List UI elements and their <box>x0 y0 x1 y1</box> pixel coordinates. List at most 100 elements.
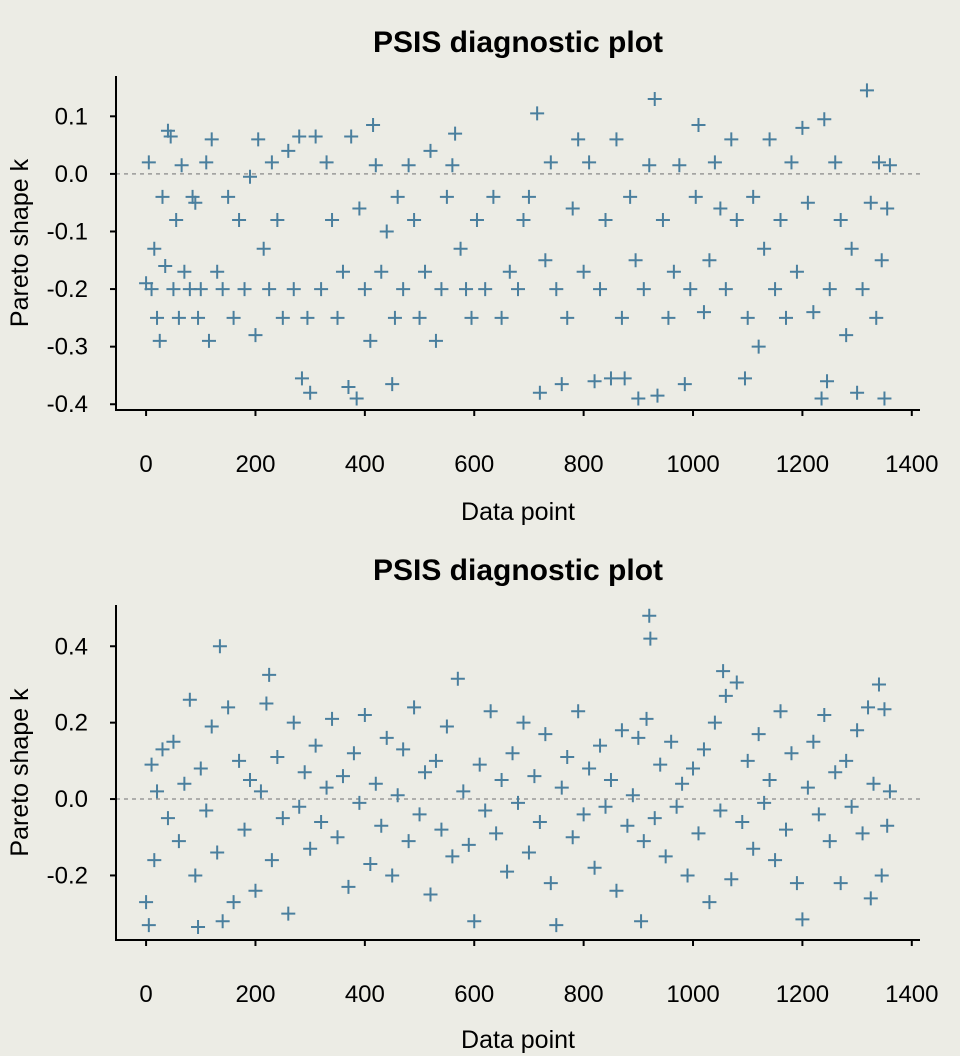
data-point <box>850 385 865 400</box>
data-point <box>532 814 547 829</box>
data-point <box>779 822 793 837</box>
data-point <box>549 282 564 297</box>
data-point <box>204 132 219 147</box>
data-point <box>855 826 870 841</box>
data-point <box>174 158 189 173</box>
data-point <box>593 282 608 297</box>
data-point <box>680 868 695 883</box>
data-point <box>688 189 703 204</box>
x-axis-label: Data point <box>461 1026 575 1054</box>
data-point <box>478 803 493 818</box>
data-point <box>625 788 640 803</box>
data-point <box>303 385 318 400</box>
y-axis-label: Pareto shape k <box>6 688 34 857</box>
data-point <box>724 132 739 147</box>
data-point <box>768 853 783 868</box>
data-point <box>859 83 874 98</box>
data-point <box>822 834 837 849</box>
data-point <box>221 189 236 204</box>
data-point <box>434 282 449 297</box>
data-point <box>502 264 517 279</box>
data-point <box>658 849 673 864</box>
data-point <box>691 117 706 132</box>
data-point <box>716 664 731 679</box>
data-point <box>199 803 214 818</box>
data-point <box>647 811 662 826</box>
data-point <box>459 282 474 297</box>
data-point <box>664 734 679 749</box>
data-point <box>511 795 525 810</box>
data-point <box>746 189 761 204</box>
data-point <box>275 811 290 826</box>
data-point <box>532 385 547 400</box>
data-point <box>308 738 323 753</box>
data-point <box>549 918 564 933</box>
data-point <box>407 212 422 227</box>
data-point <box>762 132 777 147</box>
data-point <box>844 799 859 814</box>
data-point <box>683 282 698 297</box>
data-point <box>855 282 870 297</box>
data-point <box>628 253 643 268</box>
data-point <box>155 189 170 204</box>
data-point <box>297 765 312 780</box>
data-point <box>800 195 815 210</box>
data-point <box>565 201 580 216</box>
data-point <box>191 310 206 325</box>
x-tick-label: 200 <box>235 981 275 1008</box>
data-point <box>666 264 681 279</box>
y-tick-label: -0.2 <box>47 862 88 889</box>
x-tick-label: 1200 <box>776 981 829 1008</box>
x-tick-label: 1200 <box>776 451 829 478</box>
data-point <box>286 282 301 297</box>
data-point <box>869 310 884 325</box>
data-point <box>319 780 334 795</box>
data-point <box>357 708 372 723</box>
data-point <box>516 212 531 227</box>
data-point <box>147 853 162 868</box>
y-tick-label: 0.0 <box>55 161 88 188</box>
scatter-points <box>139 608 897 935</box>
data-point <box>839 753 854 768</box>
data-point <box>390 189 405 204</box>
data-point <box>428 753 443 768</box>
plot-2: PSIS diagnostic plot 0.4 0.2 0.0 -0.2 0 200 400… <box>6 554 938 1054</box>
data-point <box>177 776 192 791</box>
data-point <box>500 864 515 879</box>
data-point <box>560 310 575 325</box>
x-tick-label: 1000 <box>666 451 719 478</box>
data-point <box>221 700 236 715</box>
data-point <box>374 264 389 279</box>
data-point <box>833 876 848 891</box>
x-tick-label: 1400 <box>885 981 938 1008</box>
x-tick-label: 200 <box>235 451 275 478</box>
data-point <box>226 895 241 910</box>
x-tick-label: 600 <box>454 981 494 1008</box>
data-point <box>464 310 479 325</box>
data-point <box>396 282 411 297</box>
data-point <box>871 677 886 692</box>
data-point <box>379 224 394 239</box>
data-point <box>603 772 618 787</box>
data-point <box>554 377 569 392</box>
x-tick-label: 800 <box>564 981 604 1008</box>
data-point <box>828 765 843 780</box>
data-point <box>634 914 649 929</box>
data-point <box>882 784 897 799</box>
data-point <box>871 155 886 170</box>
data-point <box>188 195 203 210</box>
data-point <box>363 333 378 348</box>
data-point <box>543 876 558 891</box>
data-point <box>779 310 793 325</box>
data-point <box>820 374 835 389</box>
data-point <box>817 708 832 723</box>
data-point <box>702 253 717 268</box>
data-point <box>210 264 225 279</box>
data-point <box>155 742 170 757</box>
data-point <box>707 155 722 170</box>
x-tick-label: 400 <box>345 981 385 1008</box>
data-point <box>385 868 400 883</box>
data-point <box>300 310 315 325</box>
data-point <box>587 860 602 875</box>
data-point <box>352 201 367 216</box>
